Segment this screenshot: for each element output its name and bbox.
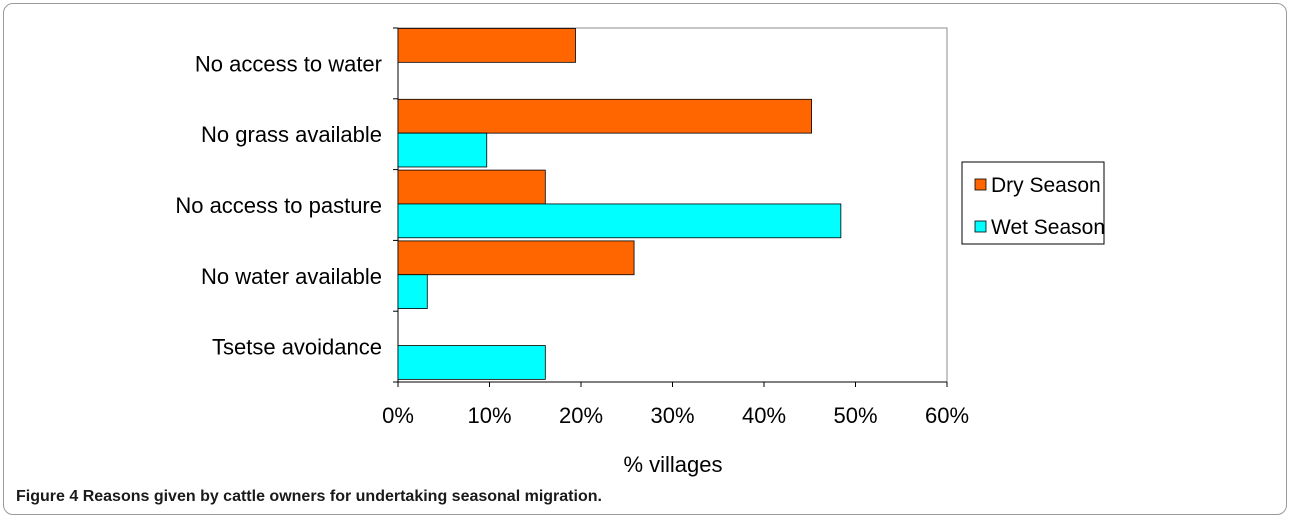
- bar-wet-season: [397, 132, 488, 168]
- bar-dry-season: [397, 28, 576, 63]
- x-tick-label: 40%: [742, 403, 786, 428]
- bar-wet-season: [397, 203, 842, 239]
- legend-label: Wet Season: [991, 216, 1105, 239]
- legend-swatch: [974, 220, 987, 233]
- x-tick-label: 20%: [559, 403, 603, 428]
- category-label: Tsetse avoidance: [212, 335, 382, 360]
- legend: Dry Season Wet Season: [961, 161, 1105, 245]
- x-tick-label: 10%: [467, 403, 511, 428]
- legend-swatch: [974, 178, 987, 191]
- x-tick-label: 30%: [650, 403, 694, 428]
- x-axis-label: % villages: [623, 452, 722, 477]
- category-label: No water available: [201, 264, 382, 289]
- caption-label: Figure 4: [16, 488, 79, 505]
- figure-caption: Figure 4 Reasons given by cattle owners …: [16, 488, 602, 506]
- bar-wet-season: [397, 345, 546, 380]
- category-label: No grass available: [201, 122, 382, 147]
- bars-group: [397, 28, 842, 380]
- bar-dry-season: [397, 169, 546, 205]
- bar-wet-season: [397, 274, 428, 309]
- category-label: No access to water: [195, 51, 382, 76]
- category-labels: No access to water No grass available No a…: [175, 51, 382, 359]
- x-tick-labels: 0% 10% 20% 30% 40% 50% 60%: [382, 403, 969, 428]
- x-tick-label: 50%: [833, 403, 877, 428]
- bar-dry-season: [397, 98, 812, 134]
- legend-label: Dry Season: [991, 174, 1101, 197]
- x-tick-label: 60%: [925, 403, 969, 428]
- x-tick-label: 0%: [382, 403, 414, 428]
- category-label: No access to pasture: [175, 193, 382, 218]
- caption-text: Reasons given by cattle owners for under…: [82, 488, 602, 505]
- bar-dry-season: [397, 240, 635, 276]
